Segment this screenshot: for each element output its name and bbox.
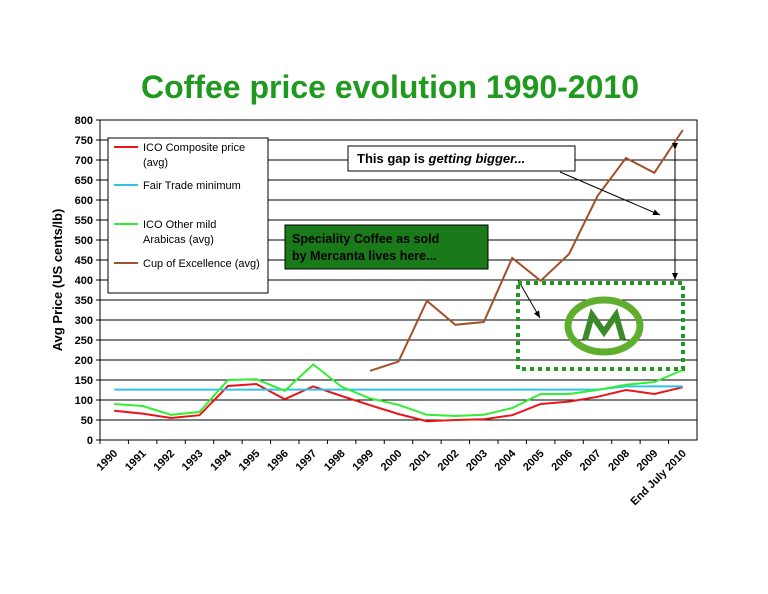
- y-tick-label: 50: [81, 415, 93, 427]
- x-tick-label: 2002: [436, 448, 462, 474]
- y-tick-label: 500: [75, 235, 93, 247]
- y-tick-label: 800: [75, 115, 93, 127]
- x-tick-label: 1996: [265, 448, 291, 474]
- legend-label: ICO Composite price (avg): [143, 142, 245, 169]
- series-line: [114, 382, 684, 423]
- x-tick-label: 2000: [379, 448, 405, 474]
- legend-label: Cup of Excellence (avg): [143, 258, 260, 270]
- x-tick-label: 2006: [549, 448, 575, 474]
- y-tick-label: 650: [75, 175, 93, 187]
- gap-note: This gap is getting bigger...: [357, 151, 525, 166]
- series-line: [114, 385, 683, 391]
- y-tick-label: 700: [75, 155, 93, 167]
- y-axis-label: Avg Price (US cents/lb): [50, 209, 65, 352]
- arrow: [559, 171, 661, 216]
- x-tick-label: 2004: [493, 447, 519, 473]
- annotations: This gap is getting bigger... Speciality…: [284, 143, 685, 371]
- arrow: [517, 279, 541, 319]
- legend-label: ICO Other mild Arabicas (avg): [143, 219, 216, 246]
- gap-text-italic: getting bigger...: [428, 151, 526, 166]
- x-tick-label: 1997: [294, 448, 320, 474]
- speciality-note: by Mercanta lives here...: [292, 249, 437, 263]
- gap-text: This gap is: [357, 151, 429, 166]
- y-tick-label: 550: [75, 215, 93, 227]
- x-tick-label: 2007: [578, 448, 604, 474]
- y-tick-label: 750: [75, 135, 93, 147]
- y-tick-label: 600: [75, 195, 93, 207]
- y-tick-label: 150: [75, 375, 93, 387]
- x-tick-label: 2009: [635, 448, 661, 474]
- y-tick-label: 200: [75, 355, 93, 367]
- x-tick-label: 1991: [123, 448, 149, 474]
- logo: [564, 296, 644, 356]
- x-tick-label: 2003: [464, 448, 490, 474]
- y-tick-label: 300: [75, 315, 93, 327]
- y-tick-label: 450: [75, 255, 93, 267]
- series-line: [114, 363, 684, 418]
- plot-area: 0 50 100 150 200 250 300 350 400 450 500 550 600 650 7…: [75, 115, 698, 508]
- x-tick-label: 2008: [606, 448, 632, 474]
- x-tick-label: 1995: [237, 448, 263, 474]
- x-tick-label: 2005: [521, 448, 547, 474]
- speciality-box: [284, 224, 489, 270]
- x-tick-label: 1992: [151, 448, 177, 474]
- chart-title: Coffee price evolution 1990-2010: [141, 69, 639, 105]
- gap-box: [347, 145, 576, 172]
- x-tick-label: 1998: [322, 448, 348, 474]
- x-tick-label: 1993: [180, 448, 206, 474]
- x-tick-label: 1990: [95, 448, 121, 474]
- x-tick-label: 2001: [407, 448, 433, 474]
- y-tick-label: 400: [75, 275, 93, 287]
- y-tick-label: 0: [87, 435, 93, 447]
- speciality-region: [516, 281, 685, 371]
- y-tick-label: 100: [75, 395, 93, 407]
- legend-box: [107, 137, 269, 294]
- x-tick-label: 1999: [350, 448, 376, 474]
- y-tick-label: 250: [75, 335, 93, 347]
- speciality-note: Speciality Coffee as sold: [292, 232, 439, 246]
- series-line: [369, 129, 684, 372]
- legend-label: Fair Trade minimum: [143, 180, 241, 192]
- x-tick-label: 1994: [208, 447, 234, 473]
- y-tick-label: 350: [75, 295, 93, 307]
